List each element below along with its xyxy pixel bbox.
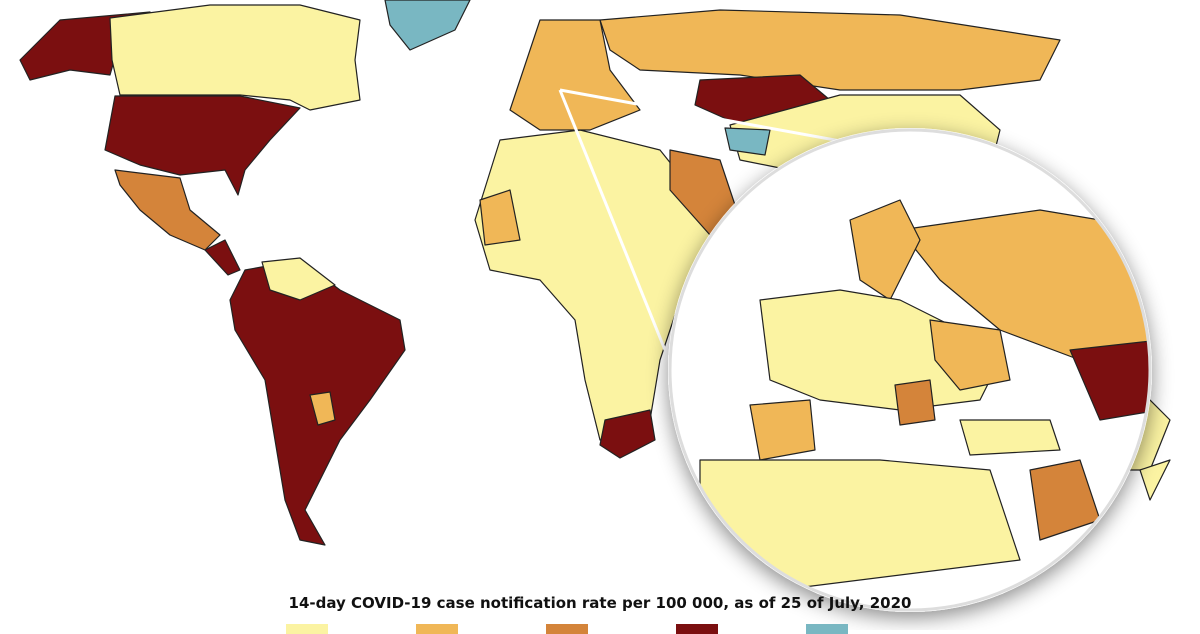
legend — [286, 624, 936, 634]
region-europe — [509, 19, 641, 131]
legend-swatch-high — [546, 624, 588, 634]
region-venezuela — [261, 257, 336, 301]
region-south-africa — [599, 409, 656, 459]
legend-swatch-low — [286, 624, 328, 634]
region-paraguay — [309, 391, 336, 426]
region-mauritania — [479, 189, 521, 246]
region-iran — [724, 127, 771, 156]
europe-zoom-inset — [670, 130, 1150, 610]
legend-swatch-mid — [416, 624, 458, 634]
region-canada — [109, 4, 361, 111]
legend-title: 14-day COVID-19 case notification rate p… — [288, 594, 912, 612]
zoom-line — [558, 89, 667, 351]
legend-swatch-no-data — [806, 624, 848, 634]
region-central-america — [204, 239, 241, 276]
region-usa — [104, 95, 301, 196]
region-greenland — [384, 0, 471, 51]
region-russia — [599, 9, 1061, 91]
region-mexico — [114, 169, 221, 251]
legend-swatch-very-high — [676, 624, 718, 634]
region-new-zealand — [1139, 459, 1171, 501]
